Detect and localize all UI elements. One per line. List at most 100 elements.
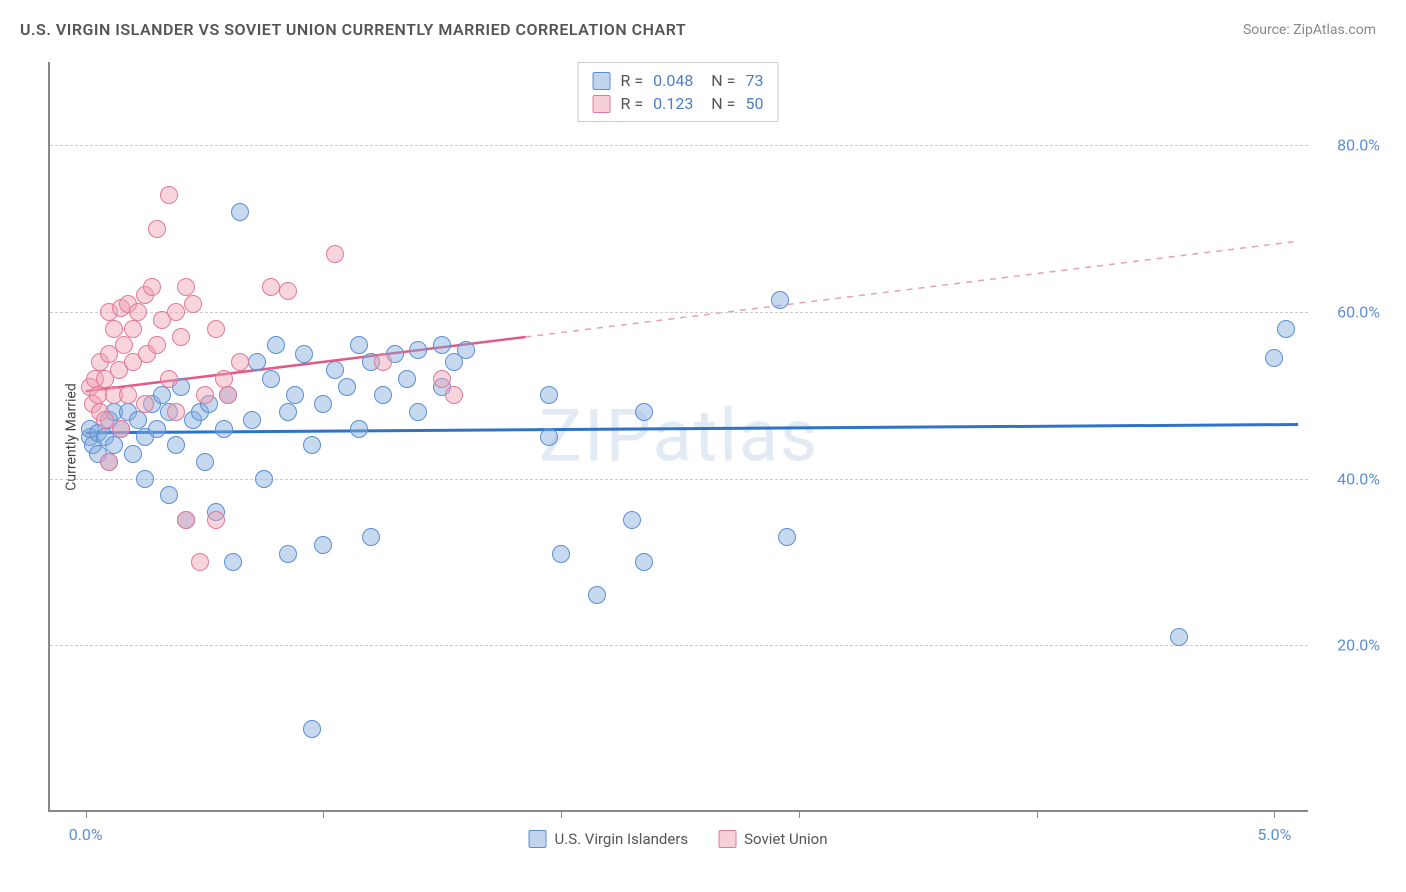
header: U.S. VIRGIN ISLANDER VS SOVIET UNION CUR… <box>0 0 1406 49</box>
scatter-point <box>295 345 313 363</box>
scatter-point <box>771 291 789 309</box>
scatter-point <box>167 303 185 321</box>
scatter-point <box>124 320 142 338</box>
scatter-point <box>314 536 332 554</box>
stat-n-label: N = <box>703 71 735 90</box>
scatter-point <box>1265 349 1283 367</box>
legend-label-pink: Soviet Union <box>744 830 827 848</box>
legend-swatch-blue-icon <box>529 830 547 848</box>
x-tick <box>561 810 562 818</box>
scatter-point <box>196 386 214 404</box>
gridline <box>50 145 1308 146</box>
scatter-point <box>303 436 321 454</box>
scatter-point <box>105 436 123 454</box>
scatter-point <box>279 403 297 421</box>
scatter-point <box>326 361 344 379</box>
stat-r-blue: 0.048 <box>653 71 693 90</box>
y-tick-label: 80.0% <box>1337 136 1380 155</box>
y-tick-label: 40.0% <box>1337 469 1380 488</box>
scatter-point <box>100 453 118 471</box>
trend-lines-svg <box>50 62 1310 812</box>
scatter-point <box>286 386 304 404</box>
scatter-point <box>255 470 273 488</box>
scatter-point <box>374 386 392 404</box>
watermark: ZIPatlas <box>539 394 819 479</box>
scatter-point <box>167 403 185 421</box>
scatter-point <box>207 320 225 338</box>
stat-n-pink: 50 <box>745 94 763 113</box>
scatter-point <box>112 420 130 438</box>
scatter-point <box>457 341 475 359</box>
scatter-point <box>177 278 195 296</box>
scatter-point <box>398 370 416 388</box>
stat-r-label: R = <box>621 94 644 113</box>
scatter-point <box>231 203 249 221</box>
stat-n-blue: 73 <box>745 71 763 90</box>
stat-row-blue: R = 0.048 N = 73 <box>593 69 764 92</box>
scatter-point <box>224 553 242 571</box>
scatter-point <box>177 511 195 529</box>
scatter-point <box>540 428 558 446</box>
scatter-point <box>148 336 166 354</box>
stat-r-label: R = <box>621 71 644 90</box>
y-tick-label: 60.0% <box>1337 303 1380 322</box>
swatch-blue-icon <box>593 72 611 90</box>
x-tick <box>323 810 324 818</box>
chart-title: U.S. VIRGIN ISLANDER VS SOVIET UNION CUR… <box>20 20 686 39</box>
scatter-point <box>248 353 266 371</box>
scatter-point <box>326 245 344 263</box>
scatter-point <box>153 386 171 404</box>
scatter-point <box>215 420 233 438</box>
scatter-point <box>540 386 558 404</box>
chart-container: Currently Married ZIPatlas 20.0%40.0%60.… <box>48 62 1308 812</box>
x-tick-label: 0.0% <box>69 825 103 844</box>
scatter-point <box>552 545 570 563</box>
gridline <box>50 312 1308 313</box>
scatter-point <box>243 411 261 429</box>
legend-swatch-pink-icon <box>718 830 736 848</box>
scatter-point <box>215 370 233 388</box>
scatter-point <box>262 370 280 388</box>
scatter-point <box>105 320 123 338</box>
scatter-point <box>136 395 154 413</box>
gridline <box>50 479 1308 480</box>
scatter-point <box>314 395 332 413</box>
legend-item-blue: U.S. Virgin Islanders <box>529 830 689 848</box>
scatter-point <box>279 545 297 563</box>
x-tick <box>86 810 87 818</box>
source-attribution: Source: ZipAtlas.com <box>1243 22 1376 38</box>
scatter-point <box>148 220 166 238</box>
scatter-point <box>167 436 185 454</box>
scatter-point <box>231 353 249 371</box>
scatter-point <box>160 370 178 388</box>
scatter-point <box>129 411 147 429</box>
stat-row-pink: R = 0.123 N = 50 <box>593 92 764 115</box>
stat-r-pink: 0.123 <box>653 94 693 113</box>
scatter-point <box>124 445 142 463</box>
gridline <box>50 645 1308 646</box>
scatter-point <box>433 370 451 388</box>
x-tick <box>1037 810 1038 818</box>
swatch-pink-icon <box>593 95 611 113</box>
plot-area: ZIPatlas 20.0%40.0%60.0%80.0%0.0%5.0% <box>48 62 1308 812</box>
scatter-point <box>89 386 107 404</box>
scatter-point <box>143 278 161 296</box>
correlation-stats-box: R = 0.048 N = 73 R = 0.123 N = 50 <box>578 62 779 122</box>
scatter-point <box>191 553 209 571</box>
scatter-point <box>184 295 202 313</box>
scatter-point <box>279 282 297 300</box>
scatter-point <box>207 511 225 529</box>
scatter-point <box>115 336 133 354</box>
legend-item-pink: Soviet Union <box>718 830 827 848</box>
scatter-point <box>262 278 280 296</box>
scatter-point <box>1277 320 1295 338</box>
scatter-point <box>129 303 147 321</box>
stat-n-label: N = <box>703 94 735 113</box>
scatter-point <box>136 470 154 488</box>
scatter-point <box>172 328 190 346</box>
scatter-point <box>350 420 368 438</box>
scatter-point <box>635 403 653 421</box>
scatter-point <box>160 486 178 504</box>
y-tick-label: 20.0% <box>1337 636 1380 655</box>
scatter-point <box>409 403 427 421</box>
